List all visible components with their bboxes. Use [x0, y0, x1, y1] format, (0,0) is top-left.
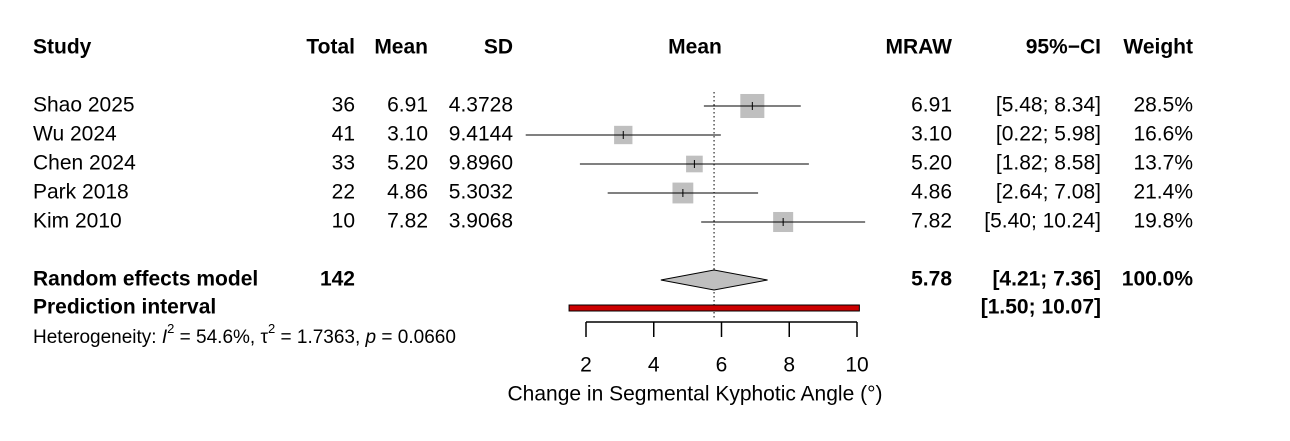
pooled-mraw: 5.78: [911, 268, 952, 291]
heterogeneity-part: p: [365, 327, 377, 348]
study-weight: 28.5%: [1133, 94, 1193, 117]
heterogeneity-part: = 0.0660: [376, 327, 456, 348]
study-total: 10: [332, 210, 355, 233]
study-sd: 4.3728: [449, 94, 513, 117]
pooled-total: 142: [320, 268, 355, 291]
study-sd: 9.4144: [449, 123, 514, 146]
column-header: Total: [306, 36, 355, 59]
study-name: Shao 2025: [33, 94, 135, 117]
study-total: 36: [332, 94, 355, 117]
study-ci: [1.82; 8.58]: [996, 152, 1101, 175]
study-weight: 16.6%: [1133, 123, 1193, 146]
study-weight: 13.7%: [1133, 152, 1193, 175]
column-header: SD: [484, 36, 513, 59]
study-total: 22: [332, 181, 355, 204]
study-ci: [5.40; 10.24]: [984, 210, 1101, 233]
pooled-diamond: [660, 269, 768, 291]
study-mean: 7.82: [387, 210, 428, 233]
study-ci: [2.64; 7.08]: [996, 181, 1101, 204]
study-ci: [5.48; 8.34]: [996, 94, 1101, 117]
pooled-name: Random effects model: [33, 268, 258, 291]
pooled-ci: [4.21; 7.36]: [992, 268, 1101, 291]
column-header: Weight: [1123, 36, 1193, 59]
column-header: 95%−CI: [1026, 36, 1101, 59]
study-weight: 19.8%: [1133, 210, 1193, 233]
study-mraw: 7.82: [911, 210, 952, 233]
prediction-name: Prediction interval: [33, 296, 216, 319]
column-header: Mean: [668, 36, 722, 59]
study-name: Chen 2024: [33, 152, 136, 175]
x-tick-label: 6: [716, 354, 728, 377]
pooled-weight: 100.0%: [1122, 268, 1194, 291]
study-total: 41: [332, 123, 355, 146]
heterogeneity-part: = 1.7363,: [275, 327, 365, 348]
study-mraw: 4.86: [911, 181, 952, 204]
column-header: Study: [33, 36, 92, 59]
study-mean: 5.20: [387, 152, 428, 175]
study-mraw: 3.10: [911, 123, 952, 146]
x-tick-label: 4: [648, 354, 660, 377]
prediction-bar: [568, 304, 860, 312]
column-header: MRAW: [886, 36, 953, 59]
heterogeneity: Heterogeneity: I2 = 54.6%, τ2 = 1.7363, …: [33, 321, 456, 348]
study-sd: 9.8960: [449, 152, 513, 175]
study-mean: 3.10: [387, 123, 428, 146]
heterogeneity-part: = 54.6%,: [174, 327, 260, 348]
study-mraw: 5.20: [911, 152, 952, 175]
study-sd: 5.3032: [449, 181, 513, 204]
x-axis-label: Change in Segmental Kyphotic Angle (°): [508, 383, 883, 406]
heterogeneity-part: 2: [268, 321, 275, 336]
prediction-ci: [1.50; 10.07]: [981, 296, 1101, 319]
heterogeneity-part: 2: [167, 321, 174, 336]
study-weight: 21.4%: [1133, 181, 1193, 204]
study-mraw: 6.91: [911, 94, 952, 117]
heterogeneity-part: I: [162, 327, 168, 348]
study-mean: 4.86: [387, 181, 428, 204]
heterogeneity-part: Heterogeneity:: [33, 327, 162, 348]
study-sd: 3.9068: [449, 210, 513, 233]
study-name: Wu 2024: [33, 123, 117, 146]
study-name: Kim 2010: [33, 210, 122, 233]
study-ci: [0.22; 5.98]: [996, 123, 1101, 146]
study-name: Park 2018: [33, 181, 129, 204]
study-total: 33: [332, 152, 355, 175]
heterogeneity-part: τ: [260, 327, 268, 348]
study-mean: 6.91: [387, 94, 428, 117]
x-tick-label: 10: [845, 354, 868, 377]
column-header: Mean: [374, 36, 428, 59]
x-tick-label: 8: [783, 354, 795, 377]
x-tick-label: 2: [580, 354, 592, 377]
